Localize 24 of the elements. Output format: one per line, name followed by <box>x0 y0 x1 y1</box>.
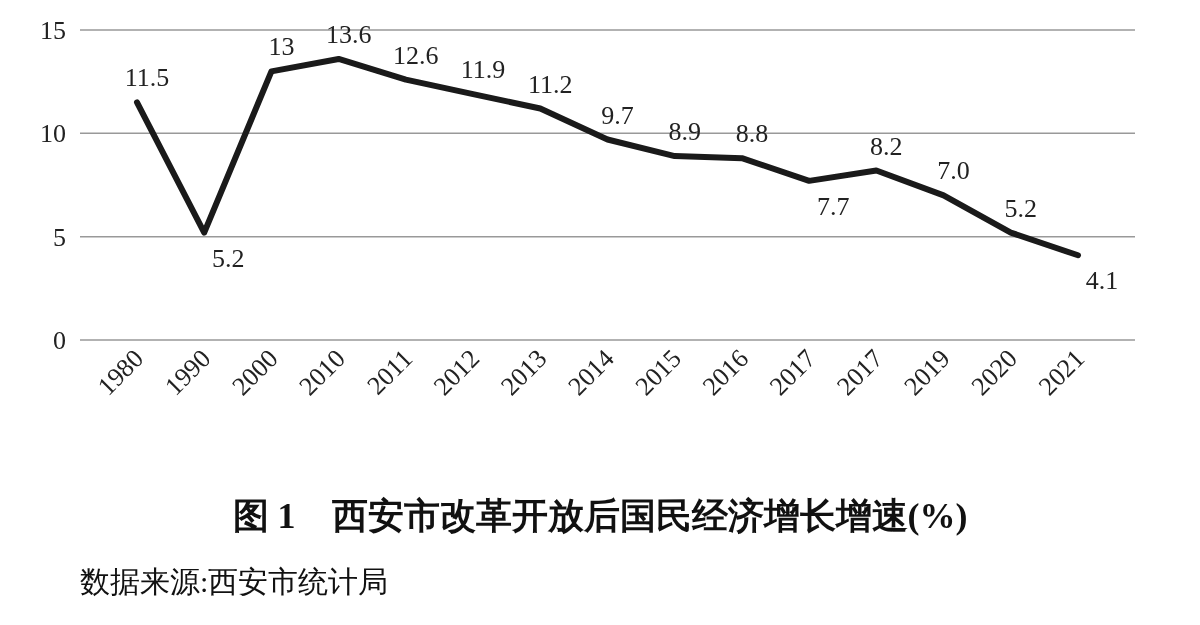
text: 图 1 西安市改革开放后国民经济增长增速(%) <box>232 496 968 536</box>
data-label: 5.2 <box>1004 193 1038 223</box>
y-tick-label: 0 <box>53 326 66 355</box>
data-label: 7.0 <box>937 156 970 186</box>
data-label: 8.8 <box>735 119 769 149</box>
x-tick-label: 1980 <box>91 343 150 402</box>
data-label: 8.2 <box>870 131 903 161</box>
data-label: 8.9 <box>668 117 701 147</box>
y-tick-label: 5 <box>53 222 66 252</box>
data-label: 11.9 <box>460 55 506 85</box>
x-tick-label: 2011 <box>361 343 419 401</box>
data-label: 13 <box>268 32 295 62</box>
data-label: 7.7 <box>816 191 850 221</box>
data-label: 5.2 <box>211 243 245 273</box>
data-label: 11.2 <box>528 69 573 99</box>
data-label: 9.7 <box>601 100 634 130</box>
y-tick-label: 15 <box>40 16 66 45</box>
data-label: 11.5 <box>124 63 170 93</box>
y-tick-label: 10 <box>40 119 66 149</box>
data-label: 4.1 <box>1085 266 1119 296</box>
source-note: 数据来源:西安市统计局 <box>80 565 389 598</box>
x-tick-label: 1990 <box>159 343 217 402</box>
data-label: 12.6 <box>393 40 439 70</box>
data-label: 13.6 <box>325 19 372 49</box>
